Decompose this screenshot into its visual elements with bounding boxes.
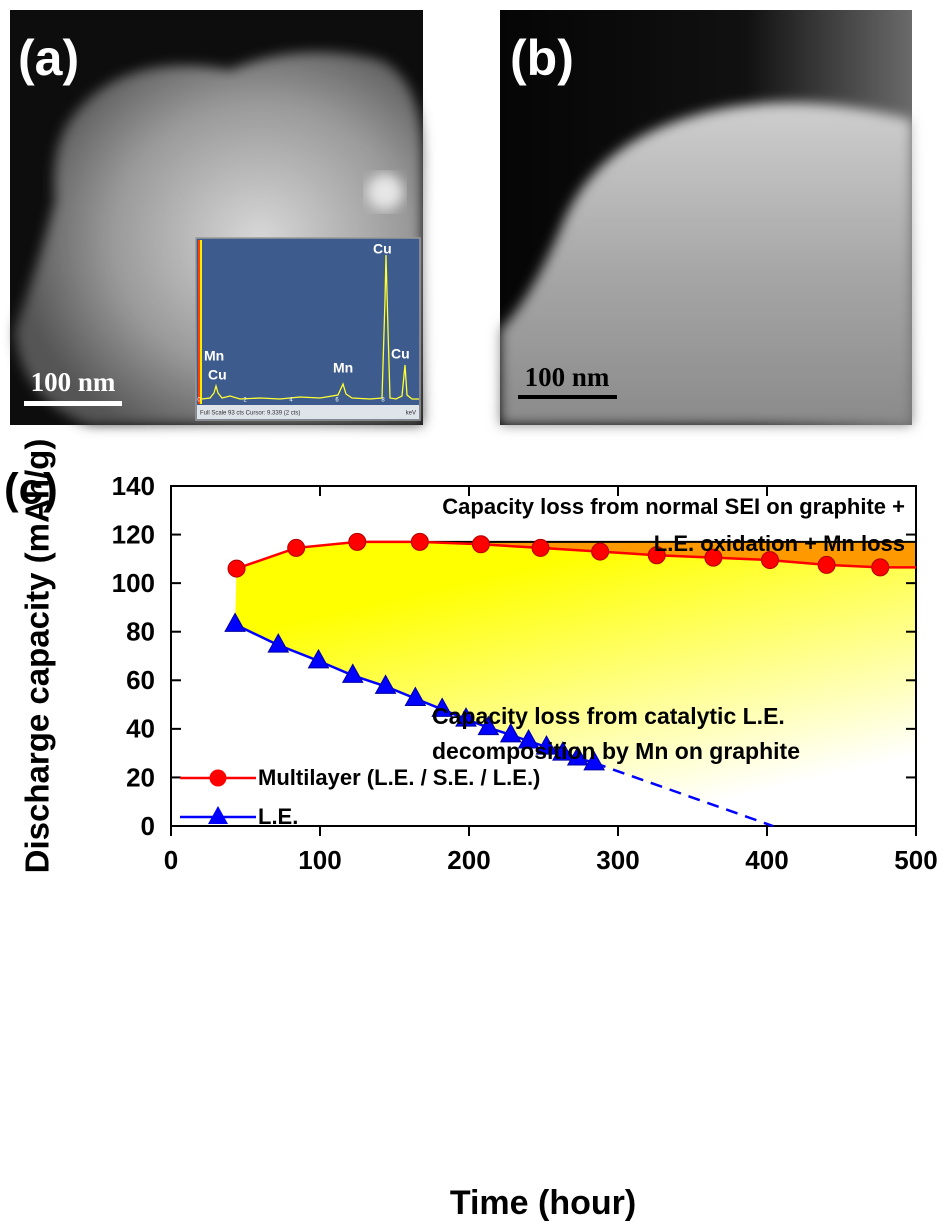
inset-tick-label: 2 bbox=[243, 398, 247, 404]
data-point bbox=[287, 538, 306, 557]
x-tick-label: 100 bbox=[298, 845, 341, 875]
peak-label: Cu bbox=[373, 241, 392, 257]
inset-tick-label: 8 bbox=[381, 398, 385, 404]
panel-label: (a) bbox=[18, 30, 79, 86]
annotation: L.E. oxidation + Mn loss bbox=[654, 531, 905, 556]
inset-tick-label: 0 bbox=[197, 398, 201, 404]
y-tick-label: 0 bbox=[141, 811, 155, 841]
data-point bbox=[566, 745, 589, 766]
catalytic-loss-area bbox=[235, 541, 916, 826]
inset-unit: keV bbox=[406, 411, 416, 417]
x-axis-title: Time (hour) bbox=[450, 1184, 636, 1222]
y-tick-label: 80 bbox=[126, 617, 155, 647]
data-point bbox=[410, 532, 429, 551]
image-a: 100 nm (a) Mn Cu Mn Cu Cu 0 2 4 6 8 Full… bbox=[10, 10, 423, 425]
extrapolation-line bbox=[593, 761, 774, 828]
data-point bbox=[760, 551, 779, 570]
x-tick-label: 0 bbox=[164, 845, 178, 875]
inset-tick-label: 6 bbox=[335, 398, 339, 404]
data-point bbox=[552, 741, 574, 761]
data-point bbox=[404, 686, 427, 706]
annotation: Capacity loss from normal SEI on graphit… bbox=[442, 494, 905, 519]
scale-bar-label: 100 nm bbox=[31, 367, 116, 397]
data-point bbox=[455, 707, 477, 727]
data-point bbox=[374, 674, 397, 694]
data-point bbox=[267, 633, 290, 653]
series-line bbox=[236, 540, 881, 570]
data-point bbox=[591, 542, 610, 561]
data-point bbox=[531, 538, 550, 557]
data-point bbox=[499, 722, 522, 743]
peak-label: Mn bbox=[333, 360, 353, 376]
annotation: Capacity loss from catalytic L.E. bbox=[432, 703, 785, 729]
data-point bbox=[341, 663, 364, 683]
x-tick-label: 200 bbox=[447, 845, 490, 875]
y-tick-label: 100 bbox=[112, 568, 155, 598]
legend-label: Multilayer (L.E. / S.E. / L.E.) bbox=[258, 765, 540, 790]
eds-inset: Mn Cu Mn Cu Cu 0 2 4 6 8 Full Scale 93 c… bbox=[195, 237, 421, 421]
inset-footer: Full Scale 93 cts Cursor: 9.339 (2 cts) bbox=[200, 411, 300, 417]
legend-marker bbox=[209, 769, 227, 787]
y-tick-label: 20 bbox=[126, 762, 155, 792]
data-point bbox=[871, 558, 890, 577]
legend-marker bbox=[208, 806, 228, 824]
peak-label: Cu bbox=[208, 367, 227, 383]
x-tick-label: 500 bbox=[894, 845, 937, 875]
x-tick-label: 400 bbox=[745, 845, 788, 875]
inset-tick-label: 4 bbox=[289, 398, 293, 404]
data-point bbox=[431, 697, 454, 717]
normal-loss-area bbox=[357, 541, 916, 568]
y-axis-title: Discharge capacity (mAh/g) bbox=[19, 439, 56, 874]
y-tick-label: 140 bbox=[112, 471, 155, 501]
panel-label: (b) bbox=[510, 30, 574, 86]
data-point bbox=[471, 535, 490, 554]
data-point bbox=[817, 555, 836, 574]
data-point bbox=[477, 715, 500, 736]
data-point bbox=[517, 728, 540, 749]
scale-bar-label: 100 nm bbox=[525, 362, 610, 392]
peak-label: Cu bbox=[391, 346, 410, 362]
data-point bbox=[227, 559, 246, 578]
data-point bbox=[307, 648, 330, 669]
image-b: 100 nm (b) bbox=[500, 10, 912, 425]
y-tick-label: 120 bbox=[112, 519, 155, 549]
data-point bbox=[535, 735, 558, 755]
y-tick-label: 60 bbox=[126, 665, 155, 695]
x-tick-label: 300 bbox=[596, 845, 639, 875]
data-point bbox=[704, 548, 723, 567]
chart: (c) Time (hour) Discharge capacity (mAh/… bbox=[4, 439, 938, 1222]
y-tick-label: 40 bbox=[126, 714, 155, 744]
panel-label: (c) bbox=[4, 465, 58, 514]
peak-label: Mn bbox=[204, 348, 224, 364]
data-point bbox=[583, 750, 606, 771]
data-point bbox=[348, 532, 367, 551]
data-point bbox=[224, 612, 246, 632]
data-point bbox=[647, 546, 666, 565]
plot-frame bbox=[170, 485, 917, 827]
legend-label: L.E. bbox=[258, 804, 298, 829]
annotation: decomposition by Mn on graphite bbox=[432, 738, 800, 764]
